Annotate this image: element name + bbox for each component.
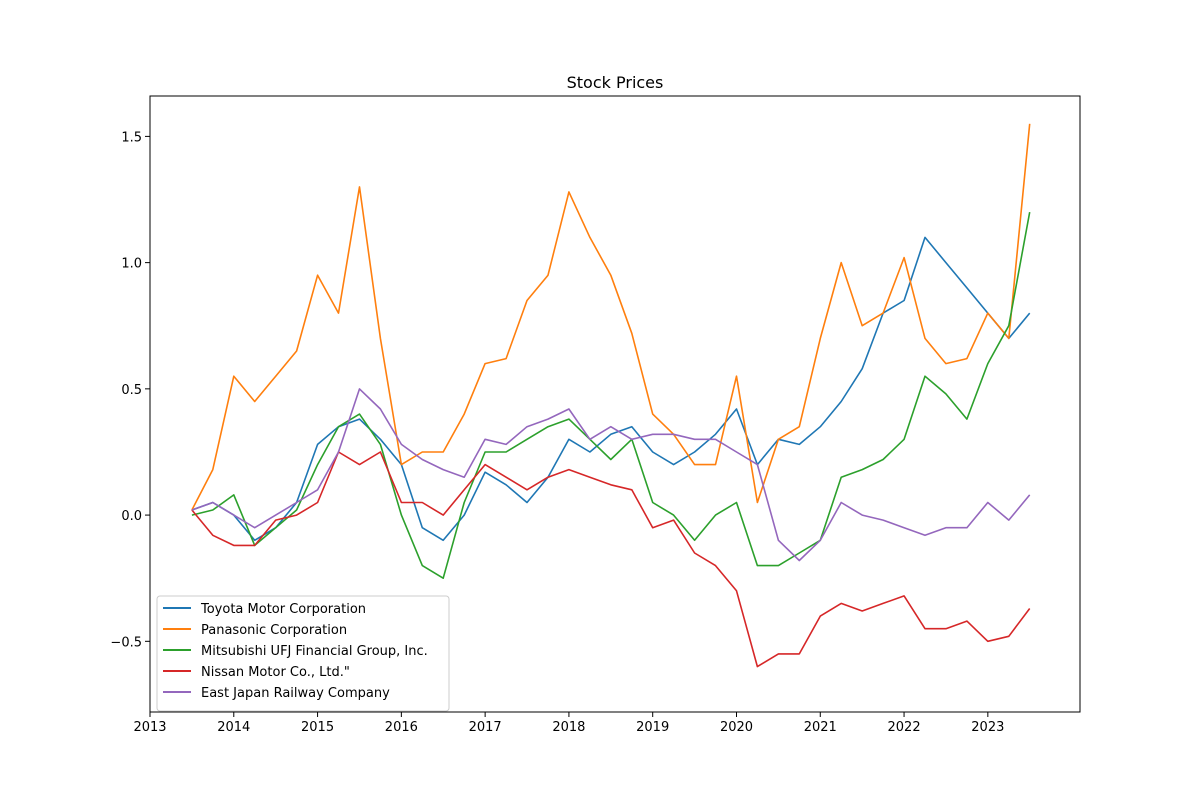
series-line-2: [191, 211, 1031, 579]
chart-title: Stock Prices: [567, 73, 664, 92]
series-line-0: [191, 236, 1031, 542]
y-tick-label: 1.5: [121, 130, 142, 145]
x-tick-label: 2016: [385, 720, 418, 735]
legend-label: Nissan Motor Co., Ltd.": [201, 665, 350, 680]
x-tick-label: 2023: [971, 720, 1004, 735]
plot-frame: [149, 95, 1081, 713]
legend-label: Mitsubishi UFJ Financial Group, Inc.: [201, 644, 428, 659]
y-tick-label: 0.0: [121, 509, 142, 524]
y-tick-label: 1.0: [121, 257, 142, 272]
x-tick-label: 2017: [469, 720, 502, 735]
series-line-3: [191, 451, 1031, 668]
x-tick-label: 2022: [888, 720, 921, 735]
x-axis: 2013 2014 2015 2016 2017 2018 2019 2020 2021 2022…: [133, 712, 1004, 735]
series-line-1: [191, 123, 1031, 511]
y-tick-label: −0.5: [110, 635, 142, 650]
x-tick-label: 2020: [720, 720, 753, 735]
legend-label: Toyota Motor Corporation: [200, 602, 366, 617]
y-axis: −0.5 0.0 0.5 1.0 1.5: [110, 130, 150, 650]
x-tick-label: 2019: [636, 720, 669, 735]
x-tick-label: 2013: [133, 720, 166, 735]
legend-label: Panasonic Corporation: [201, 623, 347, 638]
plot-lines: [191, 123, 1031, 668]
x-tick-label: 2021: [804, 720, 837, 735]
series-line-4: [191, 388, 1031, 562]
legend-box: [156, 595, 450, 712]
x-tick-label: 2014: [217, 720, 250, 735]
x-tick-label: 2015: [301, 720, 334, 735]
legend: Toyota Motor Corporation Panasonic Corpor…: [156, 595, 450, 712]
x-tick-label: 2018: [552, 720, 585, 735]
y-tick-label: 0.5: [121, 383, 142, 398]
legend-label: East Japan Railway Company: [201, 686, 390, 701]
